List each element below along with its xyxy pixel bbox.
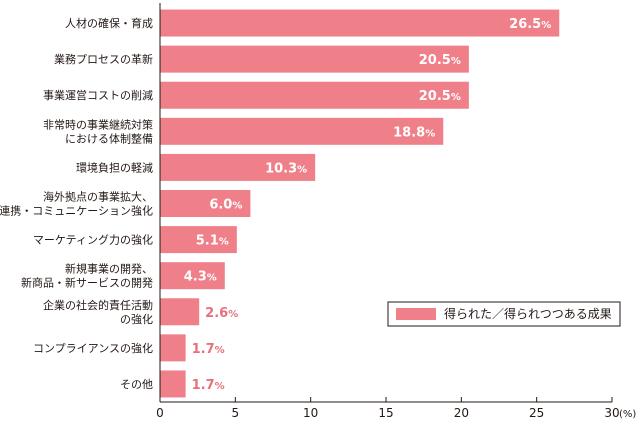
bar — [160, 334, 186, 362]
bar — [160, 262, 225, 290]
bar — [160, 298, 200, 326]
legend-entry: 得られた／得られつつある成果 — [444, 306, 612, 321]
bar-value-label: 20.5% — [419, 53, 461, 68]
category-label: コンプライアンスの強化 — [33, 341, 153, 355]
x-axis-ticks — [159, 397, 613, 402]
category-label: その他 — [120, 378, 153, 391]
bar — [160, 9, 560, 37]
category-label: マーケティング力の強化 — [33, 233, 153, 247]
bar — [160, 190, 251, 217]
category-labels: 人材の確保・育成業務プロセスの革新事業運営コストの削減非常時の事業継続対策におけ… — [0, 16, 153, 391]
bar-value-label: 2.6% — [205, 306, 238, 321]
category-label: 事業運営コストの削減 — [43, 88, 153, 102]
value-labels: 26.5% 20.5% 20.5% 18.8% 10.3% 6.0% 5.1% 4.3% 2.6… — [184, 17, 552, 393]
legend: 得られた／得られつつある成果 — [387, 301, 621, 327]
bar-value-label: 1.7% — [192, 342, 225, 357]
x-tick-label: 30 — [604, 406, 619, 420]
x-tick-label: 25 — [529, 406, 544, 420]
x-tick-label: 10 — [303, 406, 318, 420]
category-label: 海外拠点の事業拡大、連携・コミュニケーション強化 — [0, 190, 153, 218]
category-label: 環境負担の軽減 — [76, 160, 153, 174]
x-tick-label: 20 — [454, 406, 469, 420]
bar-value-label: 10.3% — [265, 161, 307, 176]
bar — [160, 81, 469, 109]
bar-value-label: 20.5% — [419, 89, 461, 104]
bar-value-label: 6.0% — [209, 198, 242, 213]
category-label: 業務プロセスの革新 — [54, 52, 153, 66]
bar — [160, 45, 469, 73]
bar — [160, 226, 237, 254]
x-axis-tick-labels: 0 5 10 15 20 25 30 — [156, 406, 619, 420]
category-label: 新規事業の開発、新商品・新サービスの開発 — [21, 262, 153, 290]
x-tick-label: 0 — [156, 406, 164, 420]
bar-value-label: 4.3% — [184, 270, 217, 285]
bar — [160, 153, 316, 181]
x-tick-label: 15 — [378, 406, 393, 420]
bars — [160, 9, 560, 398]
x-axis-unit: (%) — [619, 409, 636, 420]
bar — [160, 370, 186, 398]
legend-box — [387, 301, 621, 327]
bar-value-label: 5.1% — [196, 234, 229, 249]
bar-value-label: 18.8% — [393, 125, 435, 140]
x-tick-label: 5 — [232, 406, 240, 420]
legend-swatch — [396, 308, 436, 320]
category-label: 非常時の事業継続対策における体制整備 — [43, 117, 153, 145]
category-label: 企業の社会的責任活動の強化 — [43, 298, 153, 326]
category-label: 人材の確保・育成 — [65, 16, 153, 30]
bar — [160, 117, 444, 145]
bar-value-label: 26.5% — [509, 17, 551, 32]
bar-value-label: 1.7% — [192, 378, 225, 393]
